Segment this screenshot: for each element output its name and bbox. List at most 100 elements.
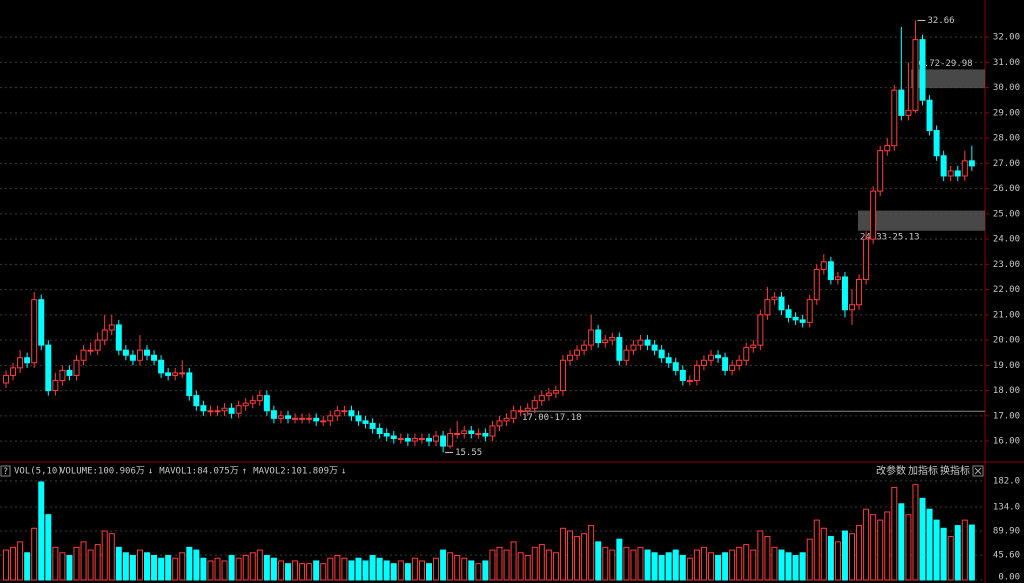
indicator-button[interactable]: 改参数 bbox=[876, 464, 906, 477]
y-tick-label: 16.00 bbox=[993, 437, 1020, 447]
volume-bar bbox=[679, 554, 686, 581]
volume-bar bbox=[341, 557, 348, 581]
close-icon[interactable] bbox=[972, 465, 984, 477]
candle-body bbox=[785, 309, 792, 318]
candle-body bbox=[954, 170, 961, 177]
candle-body bbox=[440, 435, 447, 447]
volume-bar bbox=[595, 541, 602, 581]
candle-body bbox=[313, 417, 320, 422]
candle-body bbox=[940, 155, 947, 177]
volume-bar bbox=[849, 533, 855, 581]
volume-bar bbox=[771, 546, 778, 581]
indicator-button[interactable]: 加指标 bbox=[908, 464, 938, 477]
volume-bar bbox=[52, 546, 59, 581]
candle-body bbox=[898, 89, 905, 116]
candle-body bbox=[841, 276, 848, 311]
volume-bar bbox=[165, 554, 172, 581]
candle-body bbox=[644, 339, 651, 346]
candle-body bbox=[609, 337, 616, 341]
candle-body bbox=[158, 359, 165, 374]
legend-arrow: ↑ bbox=[242, 467, 247, 477]
volume-bar bbox=[313, 560, 320, 581]
candle-body bbox=[813, 268, 820, 301]
candle-body bbox=[750, 344, 757, 349]
legend-entry: VOLUME:100.906万 bbox=[60, 467, 145, 477]
candle-body bbox=[3, 374, 9, 384]
candle-body bbox=[200, 405, 207, 412]
candle-body bbox=[285, 415, 291, 419]
candle-body bbox=[912, 39, 919, 111]
volume-bar bbox=[306, 563, 313, 581]
candle-body bbox=[341, 410, 348, 413]
volume-bar bbox=[588, 525, 595, 581]
candle-body bbox=[179, 372, 186, 375]
candle-body bbox=[235, 405, 242, 414]
candle-body bbox=[129, 354, 136, 361]
indicator-button[interactable]: 换指标 bbox=[940, 464, 970, 477]
candle-body bbox=[919, 39, 926, 101]
volume-bar bbox=[426, 563, 432, 581]
volume-bar bbox=[411, 557, 418, 581]
help-icon[interactable] bbox=[0, 465, 11, 477]
volume-bar bbox=[552, 552, 559, 581]
candle-body bbox=[623, 349, 630, 361]
candle-body bbox=[757, 314, 764, 346]
volume-bar bbox=[320, 563, 327, 581]
candle-body bbox=[531, 400, 538, 409]
volume-bar bbox=[45, 514, 52, 581]
volume-bar bbox=[214, 557, 221, 581]
volume-bar bbox=[383, 560, 390, 581]
candle-body bbox=[630, 344, 637, 351]
volume-bar bbox=[376, 557, 383, 581]
volume-bar bbox=[136, 549, 143, 581]
volume-bar bbox=[799, 552, 806, 581]
max-label: 32.66 bbox=[927, 16, 954, 26]
candle-body bbox=[94, 339, 101, 351]
volume-bar bbox=[912, 484, 919, 581]
candle-body bbox=[503, 417, 510, 422]
candle-body bbox=[207, 410, 214, 413]
candle-body bbox=[144, 349, 150, 356]
candle-body bbox=[17, 357, 24, 369]
candle-body bbox=[545, 392, 552, 397]
volume-bar bbox=[834, 541, 841, 581]
volume-bar bbox=[362, 560, 369, 581]
volume-bar bbox=[249, 552, 256, 581]
volume-bar bbox=[517, 552, 524, 581]
candle-body bbox=[59, 369, 66, 381]
volume-bar bbox=[658, 554, 665, 581]
volume-bar bbox=[348, 560, 355, 581]
candle-body bbox=[736, 359, 743, 366]
volume-bar bbox=[108, 533, 115, 581]
candle-body bbox=[101, 329, 108, 341]
candle-body bbox=[510, 410, 517, 419]
candle-body bbox=[665, 357, 672, 364]
candle-body bbox=[193, 395, 200, 407]
volume-bar bbox=[651, 552, 658, 581]
volume-bar bbox=[256, 549, 263, 581]
candle-body bbox=[827, 261, 834, 280]
volume-bar bbox=[10, 546, 17, 581]
volume-bar bbox=[750, 549, 757, 581]
candle-body bbox=[581, 344, 588, 351]
volume-bar bbox=[559, 527, 566, 581]
y-tick-label: 20.00 bbox=[993, 336, 1020, 346]
candle-body bbox=[418, 438, 425, 441]
volume-bar bbox=[440, 549, 447, 581]
candle-body bbox=[637, 339, 644, 346]
candle-body bbox=[792, 316, 799, 321]
candle-body bbox=[122, 349, 129, 356]
volume-bar bbox=[574, 535, 581, 581]
candle-body bbox=[468, 430, 475, 434]
y-tick-label: 19.00 bbox=[993, 361, 1020, 371]
volume-bar bbox=[715, 554, 722, 581]
candle-body bbox=[679, 369, 686, 381]
legend-arrow: ↓ bbox=[341, 467, 346, 477]
volume-bar bbox=[919, 497, 926, 581]
candle-body bbox=[933, 130, 940, 157]
y-tick-label: 29.00 bbox=[993, 108, 1020, 118]
candle-body bbox=[87, 349, 94, 352]
volume-bar bbox=[616, 538, 623, 581]
min-label: 15.55 bbox=[455, 448, 482, 458]
candle-body bbox=[482, 432, 489, 437]
